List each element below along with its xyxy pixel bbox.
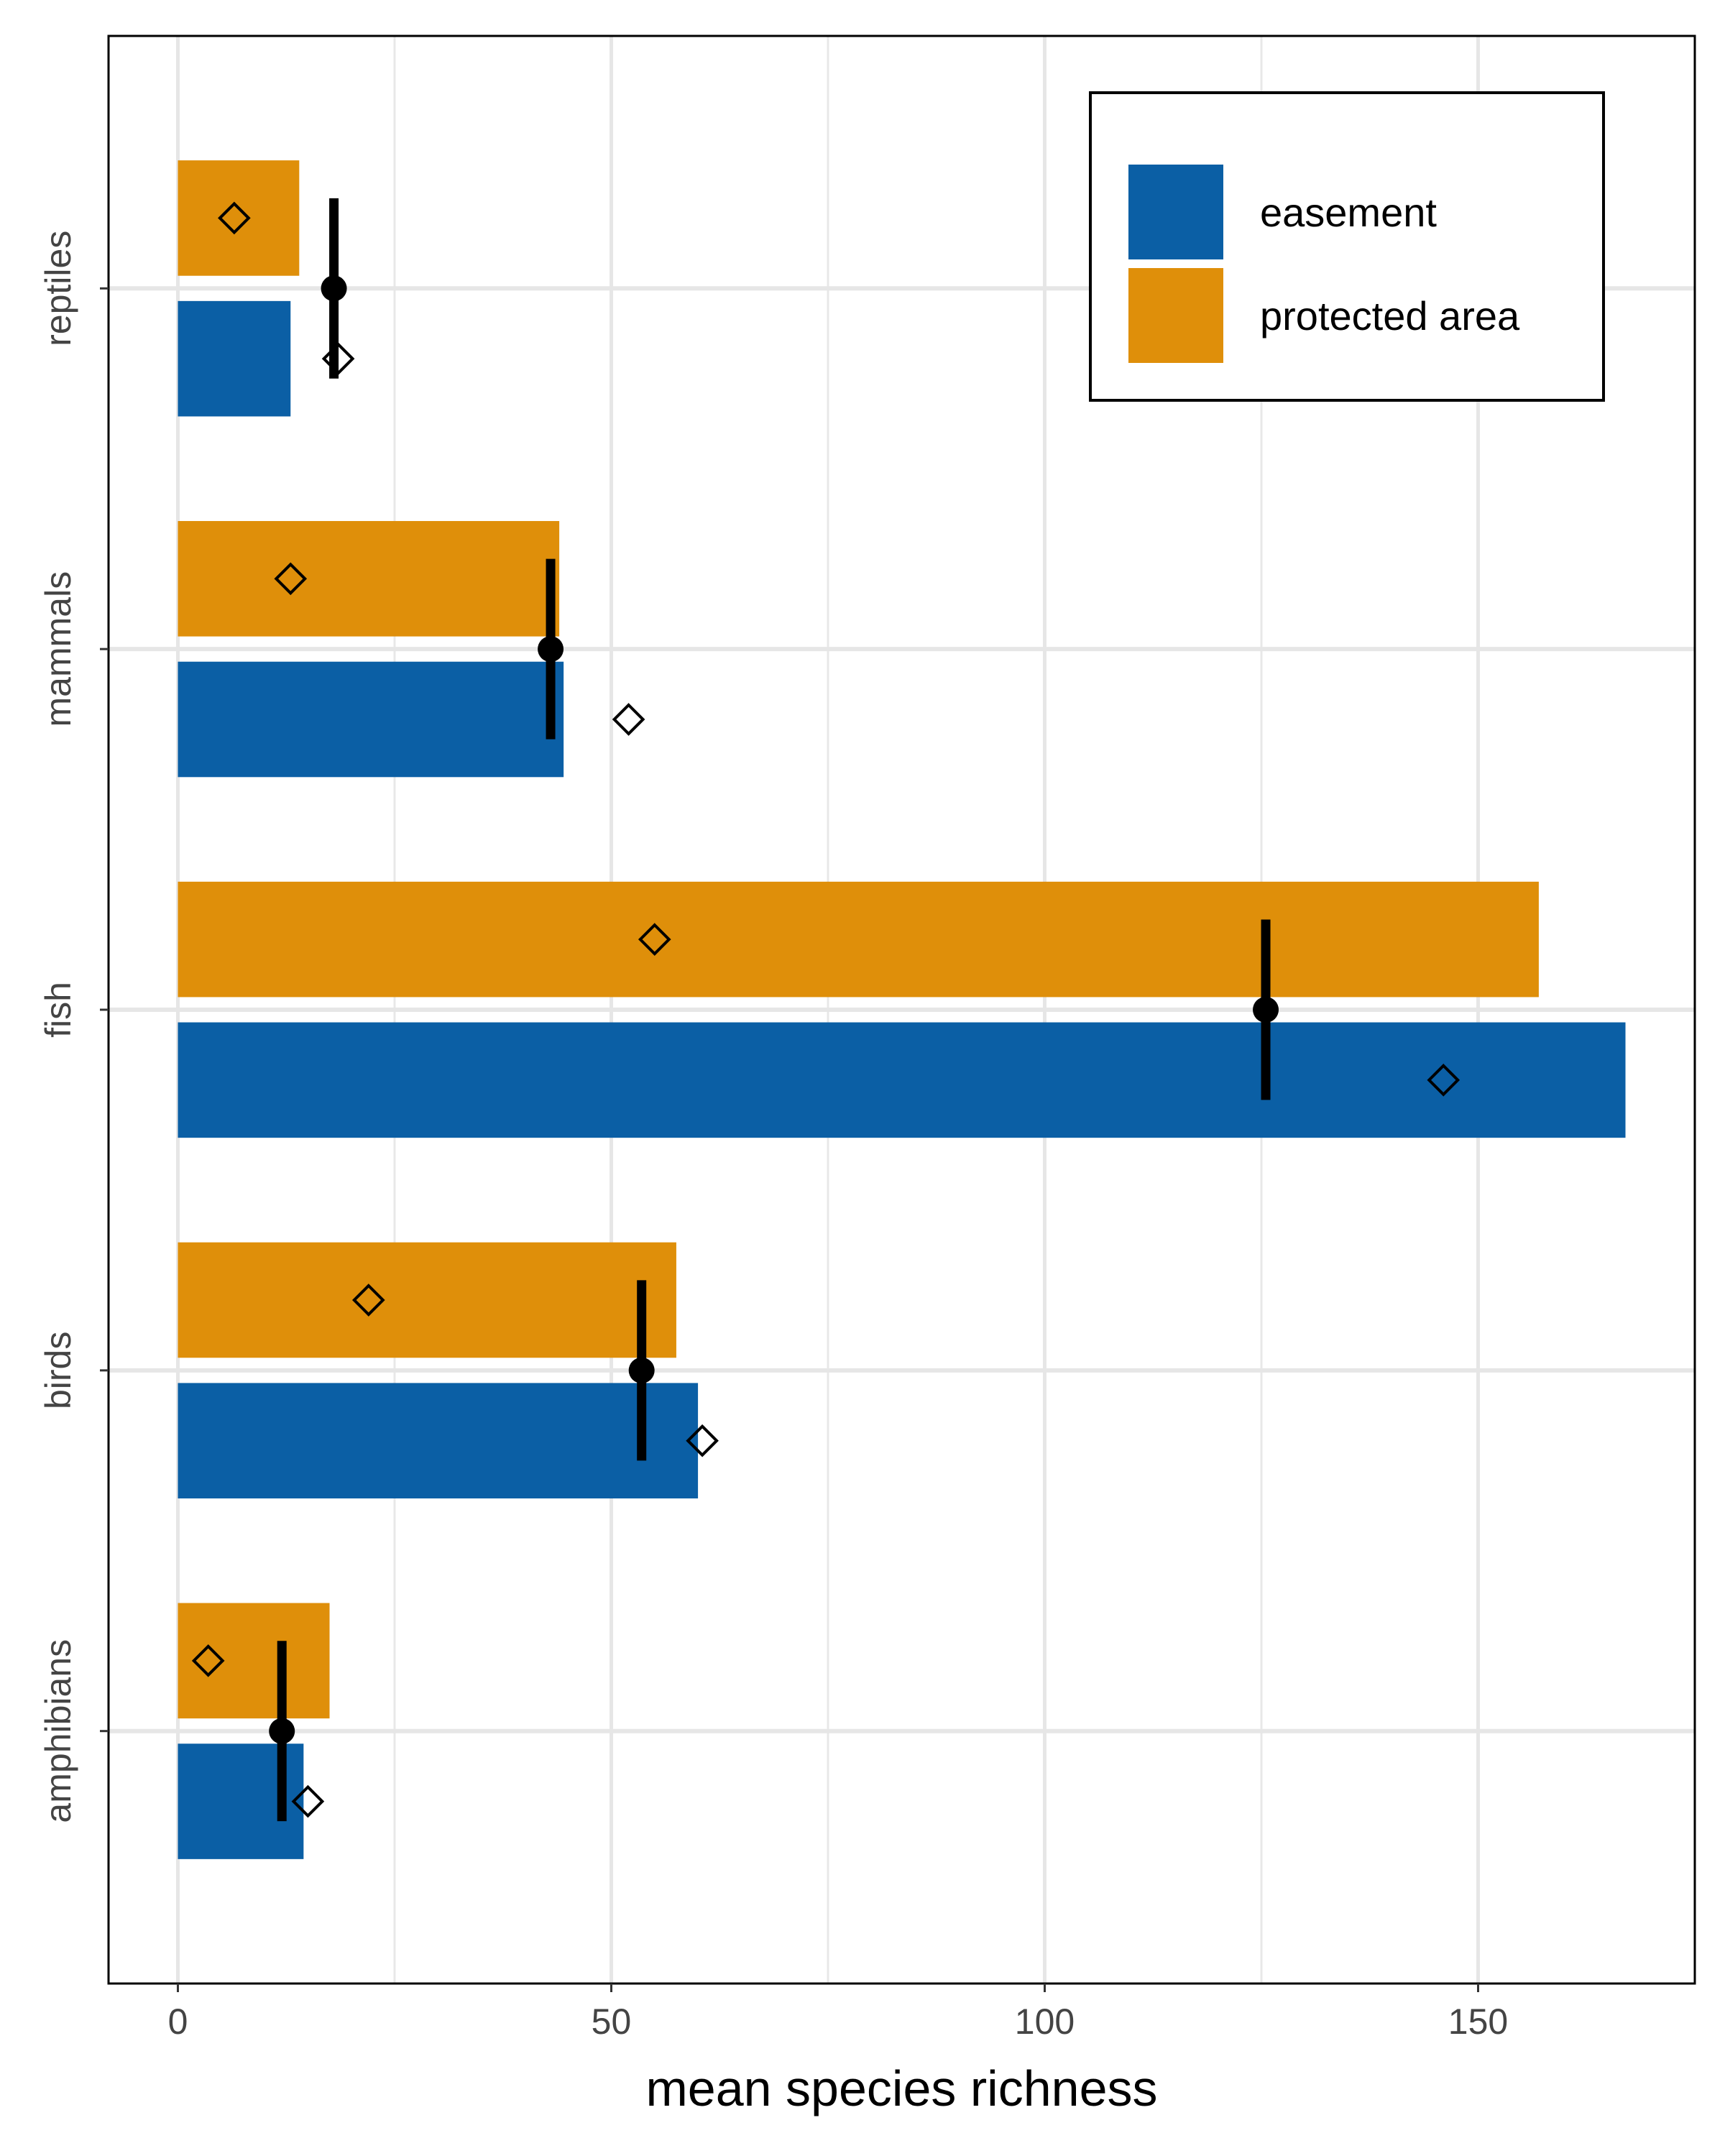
x-axis-ticks: 0 50 100 150 [168,1984,1508,2042]
y-tick-label-amphibians: amphibians [38,1639,78,1823]
estimate-point-mammals [538,636,564,663]
diamond-marker-mammals-easement [612,703,645,736]
y-tick-label-birds: birds [38,1332,78,1409]
estimate-point-reptiles [321,275,347,302]
y-tick-label-fish: fish [38,982,78,1038]
x-tick-label: 0 [168,2001,188,2042]
diamond-marker-amphibians-protected-area [191,1644,225,1677]
diamond-marker-fish-easement [1427,1064,1460,1097]
bar-reptiles-protected-area [178,160,300,276]
y-axis-ticks: amphibians birds fish mammals reptiles [38,231,109,1823]
legend-label-protected-area: protected area [1260,293,1520,338]
diamond-marker-reptiles-protected-area [218,201,251,235]
legend: easement protected area [1089,91,1605,402]
legend-label-easement: easement [1260,190,1437,235]
x-tick-label: 150 [1448,2001,1508,2042]
diamond-marker-fish-protected-area [638,923,671,956]
x-tick-label: 100 [1015,2001,1075,2042]
x-axis-title: mean species richness [646,2060,1158,2116]
bar-birds-easement [178,1383,699,1499]
legend-key-protected-area [1128,268,1223,363]
y-tick-label-mammals: mammals [38,571,78,727]
diamond-marker-birds-protected-area [351,1284,385,1317]
bar-reptiles-easement [178,300,291,417]
diamond-marker-amphibians-easement [291,1784,325,1818]
estimate-point-birds [628,1357,655,1383]
x-tick-label: 50 [592,2001,632,2042]
bar-birds-protected-area [178,1242,676,1358]
markers [191,198,1460,1822]
bars [178,160,1626,1859]
diamond-marker-birds-easement [686,1424,719,1457]
diamond-marker-mammals-protected-area [274,562,308,596]
bar-mammals-protected-area [178,520,560,637]
estimate-point-amphibians [269,1718,295,1744]
bar-amphibians-protected-area [178,1603,330,1719]
y-tick-label-reptiles: reptiles [38,231,78,346]
bar-mammals-easement [178,661,564,778]
bar-fish-protected-area [178,881,1539,998]
legend-key-easement [1128,165,1223,259]
bar-fish-easement [178,1022,1626,1138]
estimate-point-fish [1253,997,1279,1023]
